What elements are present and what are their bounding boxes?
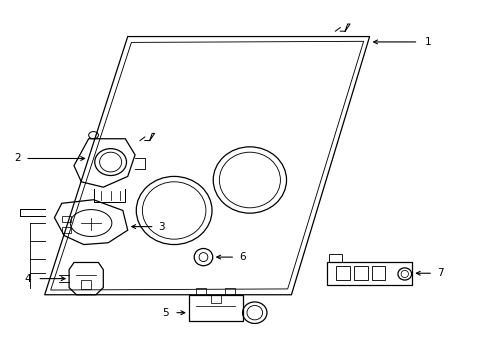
Bar (327, 262, 413, 285)
Text: 6: 6 (239, 252, 246, 262)
Text: 1: 1 (425, 37, 432, 47)
Bar (336, 266, 349, 280)
Text: 7: 7 (437, 268, 444, 278)
Text: 5: 5 (163, 308, 169, 318)
Bar (371, 266, 385, 280)
Bar (62, 216, 71, 222)
Bar (329, 254, 342, 262)
Text: 2: 2 (15, 153, 21, 163)
Bar (81, 280, 91, 289)
Bar (62, 226, 71, 233)
Text: 3: 3 (159, 222, 165, 231)
Bar (225, 288, 235, 296)
Text: 4: 4 (24, 274, 31, 284)
Bar (189, 295, 243, 320)
Bar (211, 296, 220, 303)
Bar (354, 266, 368, 280)
Bar (196, 288, 206, 296)
